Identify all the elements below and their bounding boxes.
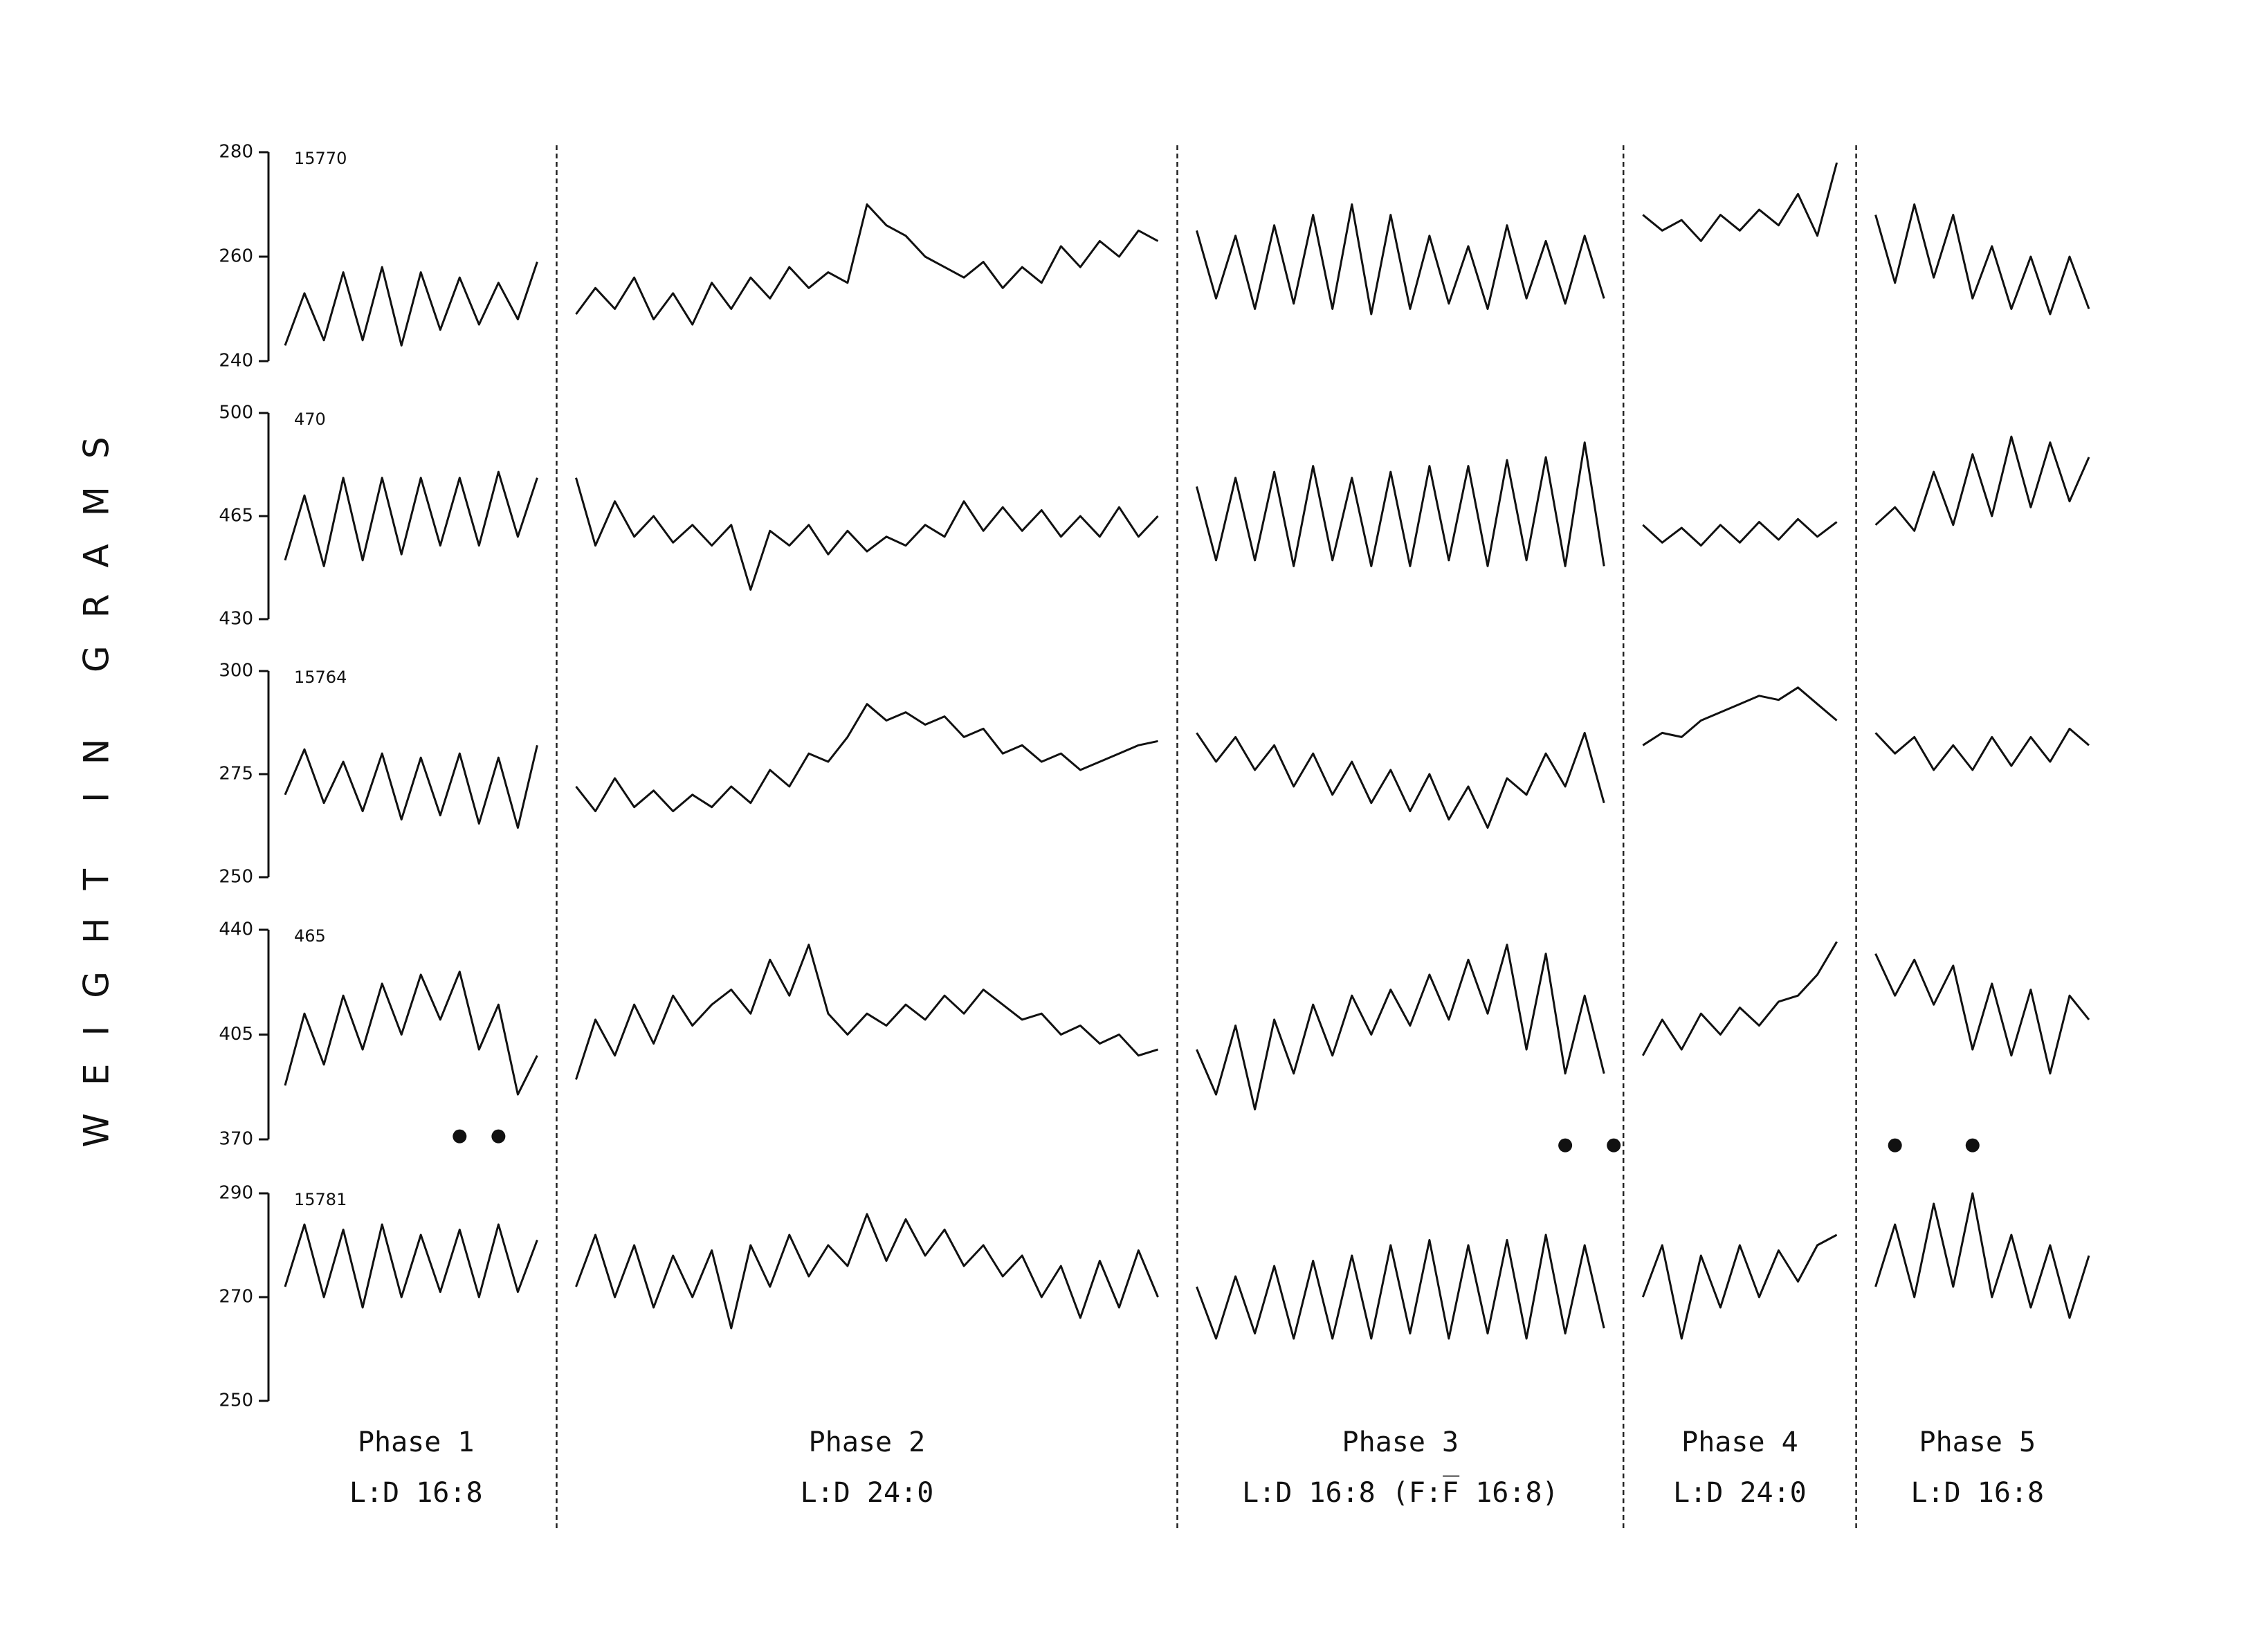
y-tick-label: 440 <box>219 919 253 940</box>
weight-line <box>284 435 2090 591</box>
marker-dot <box>1558 1138 1573 1153</box>
y-axis-label: WEIGHT IN GRAMS <box>77 409 117 1147</box>
y-tick-label: 405 <box>219 1024 253 1045</box>
y-tick-label: 500 <box>219 403 253 423</box>
phase-label: Phase 3 <box>1342 1426 1459 1458</box>
animal-id: 470 <box>294 410 326 429</box>
phase-condition: L:D 16:8 <box>349 1477 483 1509</box>
animal-id: 15764 <box>294 668 347 687</box>
y-tick-label: 250 <box>219 867 253 888</box>
y-tick-label: 465 <box>219 506 253 526</box>
weight-line <box>284 1192 2090 1340</box>
phase-label: Phase 5 <box>1919 1426 2036 1458</box>
y-tick-label: 250 <box>219 1391 253 1411</box>
phase-label: Phase 2 <box>809 1426 926 1458</box>
y-tick-label: 280 <box>219 142 253 163</box>
marker-dot <box>1965 1138 1980 1153</box>
y-tick-label: 275 <box>219 764 253 784</box>
phase-condition: L:D 24:0 <box>801 1477 934 1509</box>
marker-dot <box>453 1129 467 1144</box>
y-tick-label: 370 <box>219 1129 253 1150</box>
marker-dot <box>1888 1138 1902 1153</box>
y-tick-label: 260 <box>219 246 253 267</box>
animal-id: 15770 <box>294 149 347 168</box>
marker-dot <box>491 1129 506 1144</box>
animal-id: 465 <box>294 926 326 946</box>
weight-line <box>284 941 2090 1111</box>
phase-condition: L:D 16:8 (F:F̅ 16:8) <box>1242 1476 1559 1509</box>
weight-line <box>284 162 2090 347</box>
phase-label: Phase 4 <box>1681 1426 1798 1458</box>
phase-condition: L:D 24:0 <box>1673 1477 1807 1509</box>
y-tick-label: 270 <box>219 1287 253 1307</box>
y-tick-label: 240 <box>219 351 253 371</box>
weight-line <box>284 686 2090 829</box>
y-tick-label: 290 <box>219 1183 253 1204</box>
marker-dot <box>1607 1138 1621 1153</box>
y-tick-label: 430 <box>219 609 253 630</box>
y-tick-label: 300 <box>219 661 253 681</box>
phase-condition: L:D 16:8 <box>1910 1477 2044 1509</box>
animal-id: 15781 <box>294 1190 347 1209</box>
phase-label: Phase 1 <box>358 1426 475 1458</box>
